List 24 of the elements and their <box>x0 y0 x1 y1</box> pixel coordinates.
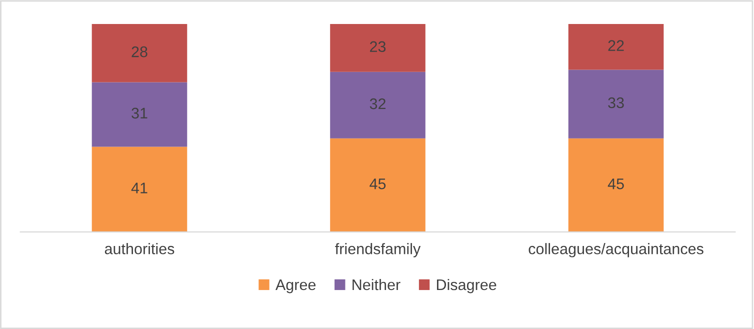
data-label: 45 <box>608 178 624 190</box>
x-tick-label: colleagues/acquaintances <box>528 243 704 258</box>
legend-label: Disagree <box>436 278 496 294</box>
bar <box>568 24 664 70</box>
data-label: 41 <box>131 182 148 194</box>
bar <box>330 138 426 232</box>
data-label: 28 <box>132 46 148 58</box>
data-label: 33 <box>608 97 624 108</box>
data-label: 23 <box>370 41 386 52</box>
bar <box>568 138 664 232</box>
legend-label: Neither <box>352 278 400 290</box>
legend-label: Agree <box>275 280 316 294</box>
bar <box>330 72 426 138</box>
x-tick-label: friendsfamily <box>335 243 421 258</box>
bar <box>92 146 188 232</box>
bar <box>92 24 188 82</box>
bar <box>568 70 664 138</box>
bar <box>330 24 426 72</box>
data-label: 32 <box>370 98 386 110</box>
bar <box>92 82 188 147</box>
data-label: 45 <box>370 178 386 190</box>
data-label: 31 <box>132 108 148 119</box>
data-label: 22 <box>608 40 624 51</box>
x-tick-label: authorities <box>104 243 174 254</box>
